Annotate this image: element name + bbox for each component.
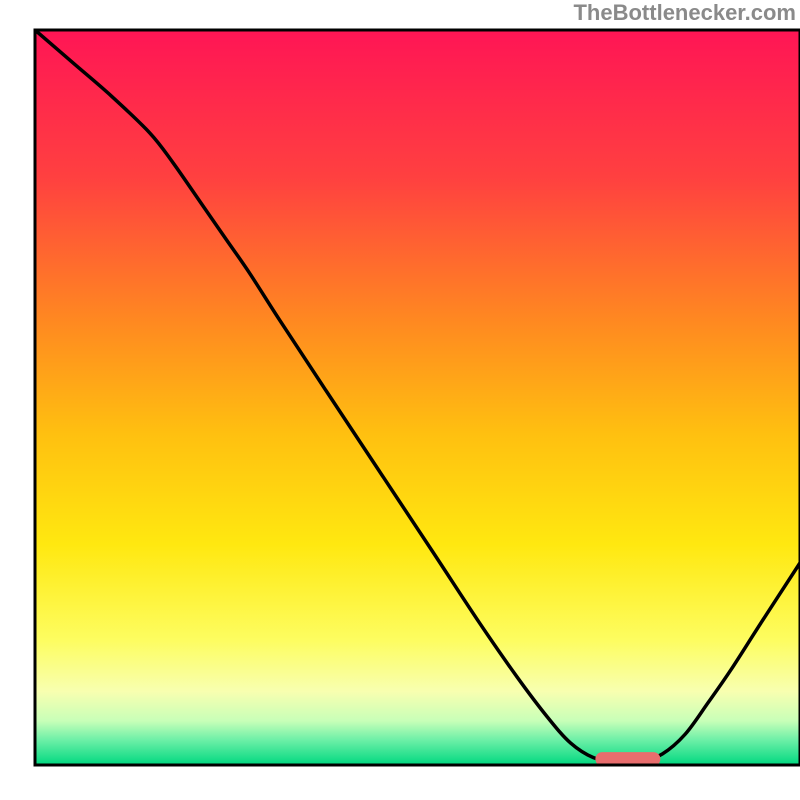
bottleneck-chart: TheBottlenecker.com (0, 0, 800, 800)
plot-background (35, 30, 800, 765)
watermark-text: TheBottlenecker.com (573, 0, 796, 25)
